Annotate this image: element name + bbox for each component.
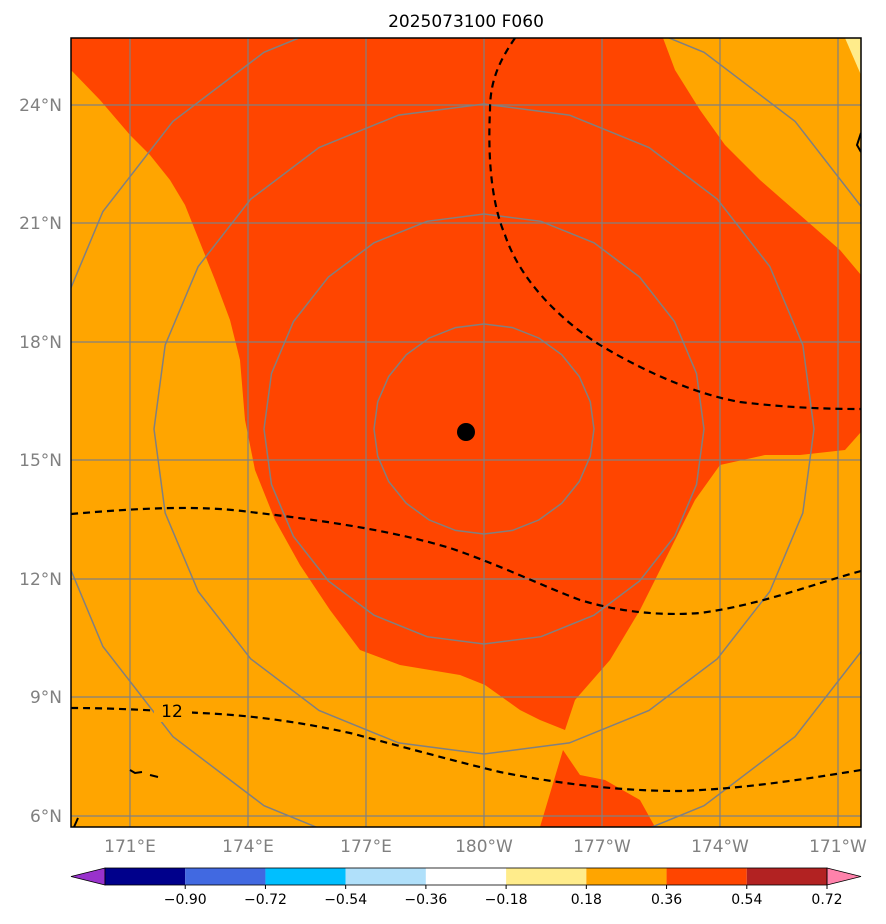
colorbar-segment (265, 868, 346, 885)
range-ring (71, 38, 861, 827)
range-ring (373, 323, 595, 535)
coastline-fragment-west (129, 769, 159, 778)
colorbar-label: 0.18 (571, 892, 602, 908)
colorbar-label: −0.54 (324, 892, 367, 908)
plot-frame (70, 37, 862, 828)
field-top-region (845, 38, 861, 75)
field-high-region (71, 38, 861, 730)
colorbar-label: 0.54 (731, 892, 762, 908)
gridlines (71, 38, 861, 827)
colorbar-segment (185, 868, 266, 885)
dashed-contours (71, 38, 861, 793)
contour-north-east (488, 38, 861, 411)
range-ring (153, 103, 815, 755)
x-tick-labels: 171°E 174°E 177°E 180°W 177°W 174°W 171°W (104, 837, 867, 857)
colorbar-segment (425, 868, 507, 885)
y-tick-label: 24°N (19, 96, 62, 116)
x-tick-label: 171°W (809, 837, 867, 857)
x-tick-label: 177°E (340, 837, 392, 857)
map-title: 2025073100 F060 (388, 12, 544, 32)
colorbar-segment (105, 868, 186, 885)
x-tick-label: 174°E (222, 837, 274, 857)
colorbar-label: −0.36 (404, 892, 447, 908)
colorbar-label: −0.18 (485, 892, 528, 908)
colorbar-segment (666, 868, 747, 885)
coastline-fragment-ne (855, 132, 861, 153)
x-tick-label: 180°W (455, 837, 513, 857)
y-tick-label: 9°N (30, 688, 62, 708)
x-tick-label: 171°E (104, 837, 156, 857)
plot-area: 12 (71, 38, 861, 827)
colorbar-label: −0.90 (164, 892, 207, 908)
colorbar: −0.90 −0.72 −0.54 −0.36 −0.18 0.18 0.36 0.54 0.7… (70, 867, 862, 908)
colorbar-label: 0.72 (811, 892, 842, 908)
y-tick-labels: 24°N 21°N 18°N 15°N 12°N 9°N 6°N (19, 96, 62, 827)
contour-south (71, 706, 861, 793)
y-tick-label: 15°N (19, 451, 62, 471)
y-tick-label: 12°N (19, 570, 62, 590)
storm-center-marker (457, 423, 475, 441)
range-ring (263, 213, 705, 645)
y-tick-label: 6°N (30, 807, 62, 827)
colorbar-segment (506, 868, 587, 885)
colorbar-extension-high (826, 867, 862, 886)
y-tick-label: 18°N (19, 333, 62, 353)
colorbar-extension-low (70, 867, 106, 886)
x-tick-label: 174°W (691, 837, 749, 857)
contour-middle (71, 506, 861, 616)
colorbar-segment (586, 868, 667, 885)
colorbar-label: 0.36 (651, 892, 682, 908)
x-tick-label: 177°W (573, 837, 631, 857)
coastline-fragment-sw (73, 817, 79, 827)
contour-label-bg (154, 700, 192, 722)
field-high-bottom (540, 750, 655, 827)
contour-label: 12 (161, 702, 183, 722)
colorbar-outline (104, 867, 828, 886)
y-tick-label: 21°N (19, 214, 62, 234)
colorbar-label: −0.72 (244, 892, 287, 908)
range-rings (71, 38, 861, 827)
colorbar-segment (345, 868, 426, 885)
colorbar-segment (746, 868, 827, 885)
